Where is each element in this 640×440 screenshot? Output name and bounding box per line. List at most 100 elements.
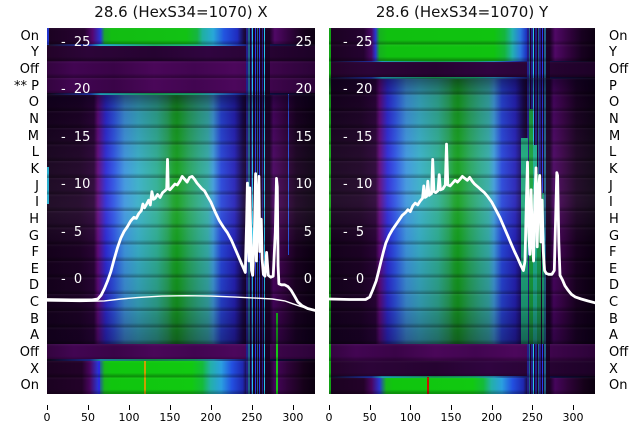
row-label: I <box>609 195 613 211</box>
x-tick-mark <box>329 405 330 410</box>
row-label: On <box>609 378 628 394</box>
row-label: O <box>28 95 39 111</box>
x-tick-mark <box>369 405 371 410</box>
y-tick-label-inner-left: - 15 <box>61 129 91 145</box>
row-label: A <box>609 328 618 344</box>
row-label: H <box>29 211 39 227</box>
row-label: K <box>609 161 618 177</box>
row-label: On <box>609 28 628 44</box>
row-label: Off <box>19 344 39 360</box>
row-label: I <box>35 195 39 211</box>
row-label: Off <box>609 344 629 360</box>
y-tick-label-inner-left: - 10 <box>61 177 91 192</box>
y-tick-label-inner-left: - 20 <box>61 82 91 97</box>
x-tick-mark <box>532 405 534 410</box>
x-tick-label: 250 <box>521 411 543 424</box>
y-tick-label-inner-right: 0 <box>303 272 312 287</box>
row-label: Off <box>609 62 629 78</box>
heatmap-mark <box>427 377 430 394</box>
reference-line <box>47 295 315 311</box>
x-axis: 0 50 100 150 200 250 300 <box>325 394 595 428</box>
row-label: K <box>30 161 39 177</box>
profile-curves <box>329 142 595 305</box>
shade-overlay <box>329 77 595 345</box>
row-label: C <box>609 295 619 311</box>
row-label: J <box>35 178 39 194</box>
y-tick-label-inner-left: - 20 <box>343 82 373 97</box>
profile-line <box>47 157 315 312</box>
x-tick-mark <box>491 405 493 410</box>
heatmap-band <box>329 60 595 63</box>
x-tick-label: 100 <box>118 411 140 424</box>
x-tick-mark <box>87 405 89 410</box>
heatmap-band <box>47 361 315 394</box>
row-label: H <box>609 211 619 227</box>
heatmap: - 25 25 - 20 20 - 15 15 - 10 10 - 5 5 - 0 0 <box>47 28 315 394</box>
row-label: On <box>20 378 39 394</box>
heatmap-band <box>47 61 315 95</box>
plot-title: 28.6 (HexS34=1070) X <box>94 3 268 21</box>
row-label: G <box>28 228 39 244</box>
y-tick-label-inner-left: - 0 <box>61 272 83 287</box>
x-tick-label: 50 <box>80 411 95 424</box>
x-tick-label: 300 <box>282 411 304 424</box>
heatmap: - 25 - 20 - 15 - 10 - 5 - 0 <box>329 28 595 394</box>
y-tick-label-inner-left: - 10 <box>343 177 373 192</box>
row-label: M <box>609 128 621 144</box>
x-tick-label: 200 <box>481 411 503 424</box>
y-tick-label-inner-left: - 15 <box>343 129 373 145</box>
x-tick-label: 150 <box>159 411 181 424</box>
row-label: G <box>609 228 620 244</box>
row-label: F <box>609 245 617 261</box>
profile-line <box>329 142 595 305</box>
row-label: Y <box>609 45 617 61</box>
profile-curves <box>47 157 315 312</box>
x-tick-label: 250 <box>241 411 263 424</box>
y-tick-label-inner-right: 15 <box>295 129 312 145</box>
row-label: N <box>29 112 39 128</box>
row-labels-left: On Y Off ** P O N M L K J I H G F E D C B A Off X On <box>0 28 39 394</box>
row-label: Y <box>31 45 39 61</box>
x-tick-mark <box>251 405 253 410</box>
row-label: E <box>609 261 618 277</box>
heatmap-mark <box>47 28 49 45</box>
y-tick-label-inner-left: - 5 <box>61 224 83 240</box>
row-label: F <box>31 245 39 261</box>
row-label: A <box>30 328 39 344</box>
row-label: J <box>609 178 613 194</box>
plot-panel-y: 28.6 (HexS34=1070) Y- 25- 20- 15- 10- 5-… <box>325 3 595 430</box>
row-grid-overlay <box>329 28 595 394</box>
row-label: P <box>609 78 617 94</box>
x-tick-label: 300 <box>562 411 584 424</box>
x-tick-label: 150 <box>440 411 462 424</box>
x-tick-label: 0 <box>325 411 333 424</box>
row-label: M <box>27 128 39 144</box>
x-tick-mark <box>292 405 294 410</box>
y-tick-label-inner-right: 10 <box>295 177 312 192</box>
x-tick-mark <box>410 405 412 410</box>
row-label: X <box>609 361 618 377</box>
y-tick-label-inner-left: - 25 <box>343 34 373 50</box>
row-label: L <box>31 145 39 161</box>
heatmap-band <box>47 44 315 47</box>
x-tick-mark <box>573 405 575 410</box>
y-tick-label-inner-left: - 5 <box>343 224 365 240</box>
x-tick-label: 100 <box>399 411 421 424</box>
x-tick-mark <box>210 405 212 410</box>
plot-panel-x: 28.6 (HexS34=1070) X- 25 25- 20 20- 15 15- … <box>44 3 315 430</box>
x-tick-mark <box>47 405 48 410</box>
heatmap-mark <box>97 360 100 394</box>
x-tick-label: 50 <box>362 411 377 424</box>
plot-title: 28.6 (HexS34=1070) Y <box>375 3 549 21</box>
row-label: X <box>30 361 39 377</box>
y-tick-label-inner-right: 25 <box>295 34 312 50</box>
row-label: B <box>30 311 39 327</box>
row-label: On <box>20 28 39 44</box>
heatmap-band <box>329 28 595 62</box>
y-tick-label-inner-left: - 0 <box>343 272 365 287</box>
row-label: E <box>30 261 39 277</box>
row-label: O <box>609 95 620 111</box>
x-tick-mark <box>169 405 171 410</box>
shade-overlay <box>47 94 315 345</box>
